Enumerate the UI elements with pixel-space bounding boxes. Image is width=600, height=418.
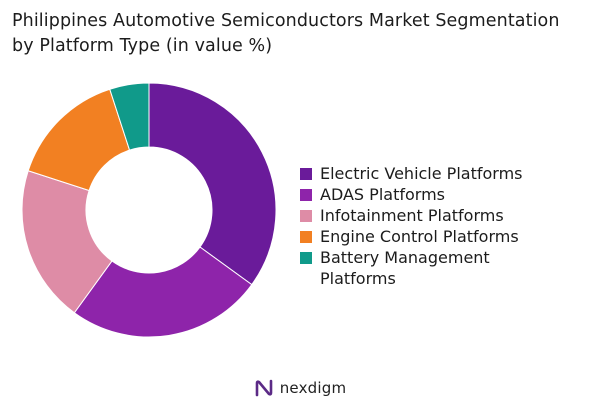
legend-swatch: [300, 209, 312, 222]
legend-item: ADAS Platforms: [300, 184, 590, 205]
donut-slice-infotainment-platforms: [21, 170, 113, 314]
donut-slice-adas-platforms: [73, 246, 253, 338]
legend-swatch: [300, 251, 312, 264]
legend-item: Infotainment Platforms: [300, 205, 590, 226]
legend-label: ADAS Platforms: [320, 185, 445, 204]
brand-footer: nexdigm: [0, 378, 600, 398]
donut-slice-electric-vehicle-platforms: [148, 82, 277, 286]
legend-label: Engine Control Platforms: [320, 227, 519, 246]
legend-item: Engine Control Platforms: [300, 226, 590, 247]
legend-item: Electric Vehicle Platforms: [300, 163, 590, 184]
legend-swatch: [300, 167, 312, 180]
legend-label: Battery Management Platforms: [320, 248, 490, 288]
donut-slice-battery-management-platforms: [109, 82, 150, 151]
chart-title-line-2: by Platform Type (in value %): [12, 36, 273, 56]
legend-swatch: [300, 230, 312, 243]
chart-legend: Electric Vehicle Platforms ADAS Platforms…: [300, 163, 590, 289]
legend-item: Battery Management Platforms: [300, 247, 590, 289]
chart-title: Philippines Automotive Semiconductors Ma…: [12, 9, 592, 59]
chart-title-line-1: Philippines Automotive Semiconductors Ma…: [12, 11, 560, 31]
legend-label: Infotainment Platforms: [320, 206, 504, 225]
brand-name: nexdigm: [279, 379, 347, 397]
nexdigm-logo-icon: [255, 379, 273, 397]
legend-swatch: [300, 188, 312, 201]
legend-label: Electric Vehicle Platforms: [320, 164, 523, 183]
